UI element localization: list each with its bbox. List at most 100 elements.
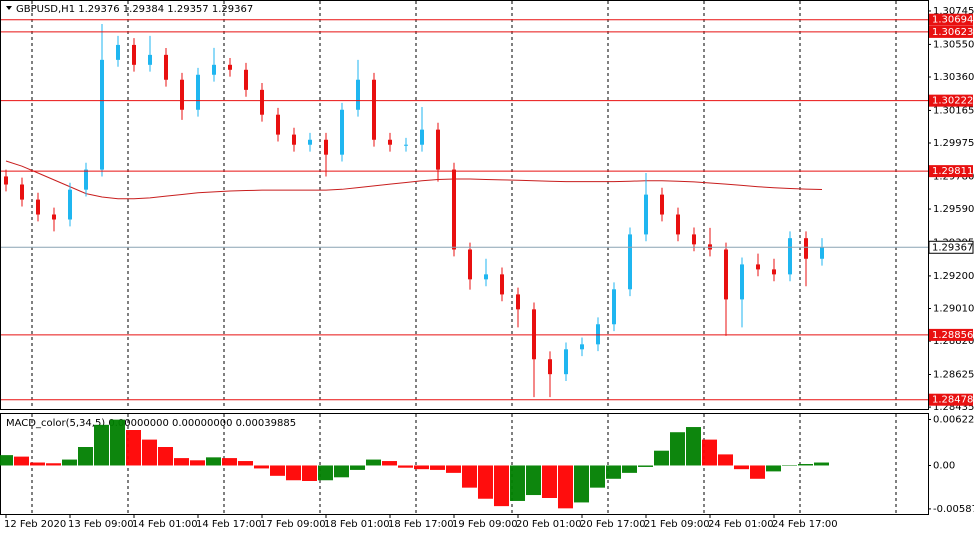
macd-bar: [142, 439, 157, 466]
candle-body: [356, 79, 360, 110]
candle-body: [612, 289, 616, 325]
candle-body: [180, 79, 184, 110]
y-tick-label: 0.00: [933, 460, 955, 471]
x-tick-label: 17 Feb 09:00: [260, 519, 326, 530]
macd-bar: [286, 465, 301, 481]
candle-body: [820, 247, 824, 259]
macd-bar: [478, 465, 493, 499]
x-tick-label: 18 Feb 17:00: [388, 519, 454, 530]
y-tick-label: 1.30360: [933, 72, 974, 83]
candle-body: [580, 344, 584, 350]
candle-body: [516, 294, 520, 310]
macd-bar: [702, 439, 717, 466]
candle-body: [468, 249, 472, 280]
candle-body: [228, 64, 232, 70]
candle-body: [404, 144, 408, 146]
y-tick-label: 1.29200: [933, 271, 974, 282]
candle-body: [20, 184, 24, 200]
moving-average: [5, 160, 823, 200]
macd-bar: [318, 465, 333, 481]
y-tick-label: 1.28820: [933, 336, 974, 347]
level-label: 1.28478: [932, 395, 973, 406]
candle-body: [500, 274, 504, 295]
macd-bar: [574, 465, 589, 503]
candle-body: [100, 59, 104, 170]
candle-body: [788, 238, 792, 275]
level-label: 1.30222: [932, 96, 973, 107]
current-price-box: [928, 240, 974, 254]
macd-bar: [462, 465, 477, 488]
macd-bar: [798, 464, 813, 466]
macd-bar: [734, 465, 749, 470]
macd-bar: [654, 450, 669, 466]
macd-bar: [670, 432, 685, 466]
level-label: 1.30623: [932, 27, 973, 38]
macd-bar: [414, 465, 429, 470]
candle-body: [52, 214, 56, 220]
macd-title: MACD_color(5,34,5) 0.00000000 0.00000000…: [6, 418, 296, 429]
candle-body: [804, 238, 808, 259]
candle-body: [436, 129, 440, 170]
macd-bar: [206, 457, 221, 466]
candle-body: [308, 139, 312, 145]
candle-body: [84, 169, 88, 190]
macd-bar: [718, 454, 733, 466]
candle-body: [388, 139, 392, 145]
candle-body: [132, 44, 136, 65]
x-tick-label: 20 Feb 17:00: [580, 519, 646, 530]
candle-body: [36, 199, 40, 215]
macd-bar: [638, 465, 653, 467]
y-tick-label: 1.28625: [933, 370, 974, 381]
macd-bar: [686, 427, 701, 466]
y-tick-label: 1.29010: [933, 303, 974, 314]
x-tick-label: 24 Feb 01:00: [708, 519, 774, 530]
candle-body: [644, 194, 648, 235]
macd-bar: [158, 447, 173, 466]
macd-bar: [190, 460, 205, 466]
y-tick-label: -0.0058763: [933, 504, 974, 515]
macd-bar: [382, 461, 397, 466]
macd-bar: [430, 465, 445, 470]
candle-body: [692, 234, 696, 245]
y-tick-label: 1.28435: [933, 402, 974, 413]
macd-bar: [494, 465, 509, 507]
macd-bar: [606, 465, 621, 479]
y-tick-label: 1.30165: [933, 105, 974, 116]
main-panel: [0, 0, 929, 410]
candle-body: [196, 74, 200, 110]
macd-bar: [446, 465, 461, 473]
candle-body: [772, 269, 776, 275]
x-tick-label: 12 Feb 2020: [4, 519, 66, 530]
macd-bar: [334, 465, 349, 478]
candle-body: [372, 79, 376, 140]
candle-body: [628, 234, 632, 290]
macd-bar: [542, 465, 557, 498]
candle-body: [756, 264, 760, 270]
macd-bar: [78, 447, 93, 466]
macd-bar: [814, 462, 829, 466]
candle-body: [260, 89, 264, 115]
macd-bar: [110, 419, 125, 466]
x-tick-label: 24 Feb 17:00: [772, 519, 838, 530]
candle-body: [660, 194, 664, 215]
macd-bar: [46, 463, 61, 466]
level-label-box: [929, 13, 973, 26]
macd-bar: [510, 465, 525, 501]
y-tick-label: 1.29975: [933, 138, 974, 149]
candle-body: [484, 274, 488, 280]
macd-bar: [0, 455, 13, 466]
macd-bar: [222, 458, 237, 466]
candle-body: [4, 176, 8, 185]
candle-body: [324, 139, 328, 155]
menu-triangle: [6, 6, 12, 10]
candle-body: [340, 109, 344, 155]
candle-body: [532, 309, 536, 360]
macd-bar: [622, 465, 637, 473]
current-price-label: 1.29367: [932, 242, 973, 253]
x-tick-label: 18 Feb 01:00: [324, 519, 390, 530]
candle-body: [276, 114, 280, 135]
candle-body: [212, 64, 216, 75]
y-tick-label: 1.30550: [933, 39, 974, 50]
x-tick-label: 20 Feb 01:00: [516, 519, 582, 530]
